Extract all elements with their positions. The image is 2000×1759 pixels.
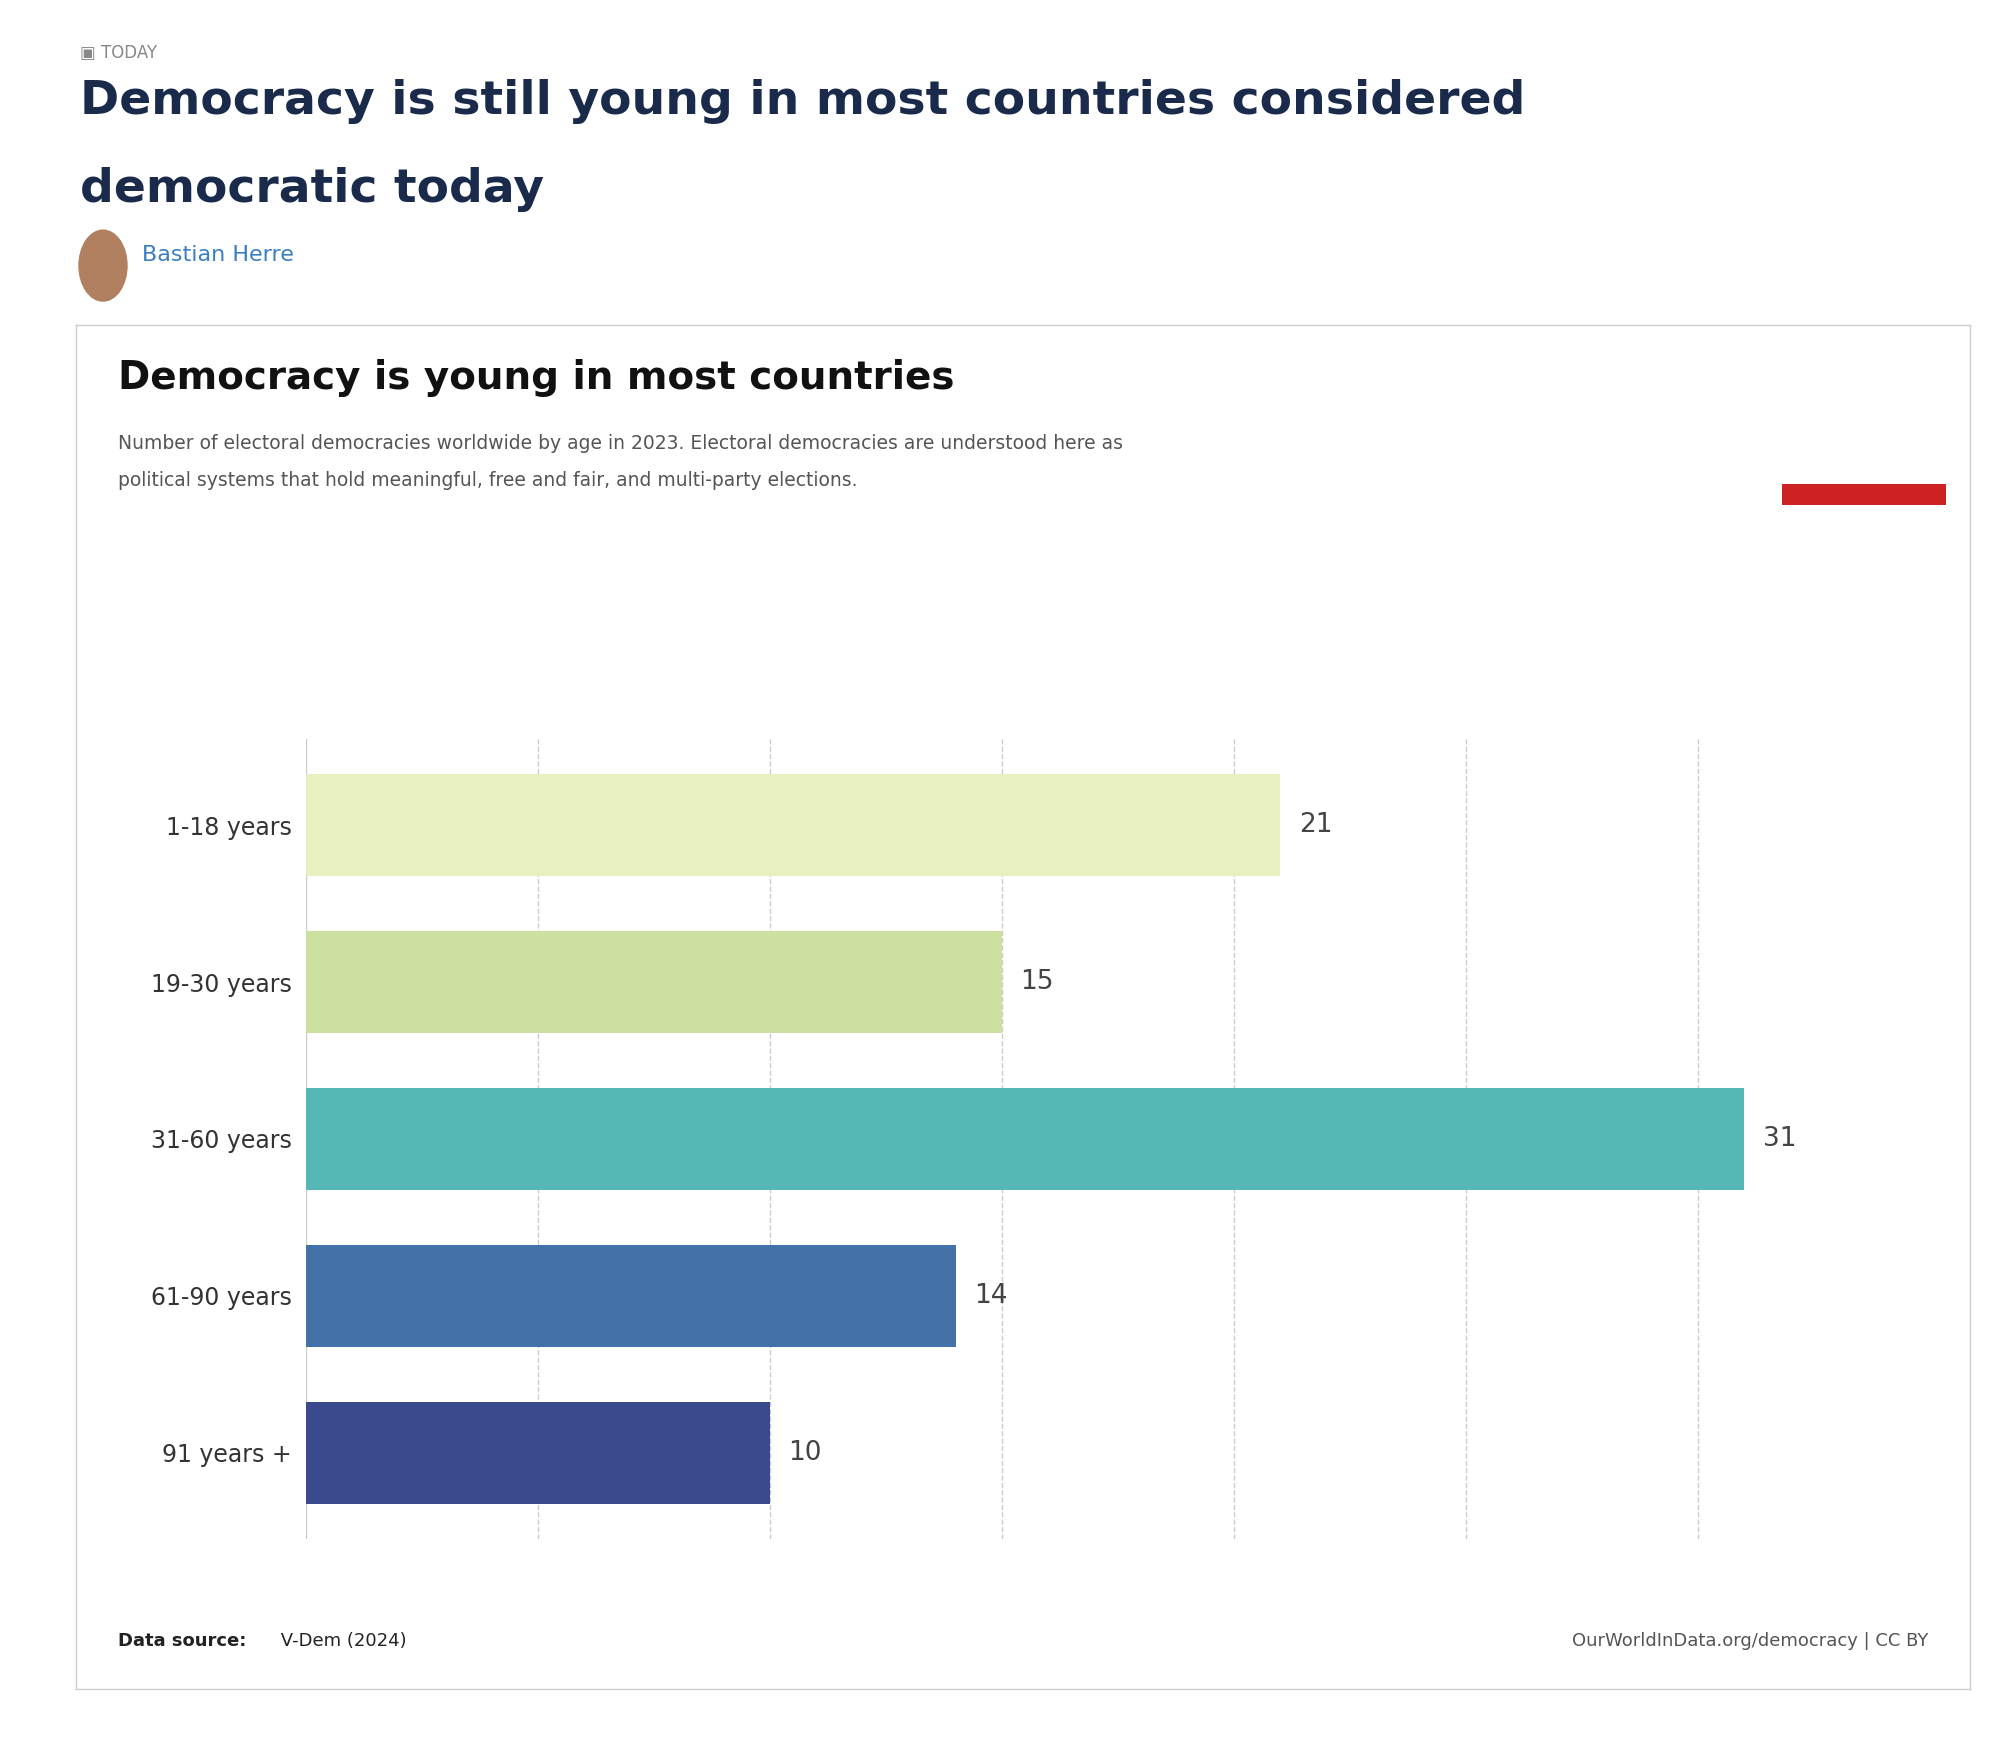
Text: in Data: in Data (1824, 429, 1904, 449)
Text: 31: 31 (1762, 1126, 1796, 1152)
Text: democratic today: democratic today (80, 167, 544, 213)
Bar (1782, 484, 1946, 505)
Text: Democracy is young in most countries: Democracy is young in most countries (118, 359, 954, 398)
Circle shape (80, 230, 128, 301)
Text: V-Dem (2024): V-Dem (2024) (274, 1632, 406, 1650)
Text: ▣ TODAY: ▣ TODAY (80, 44, 158, 62)
Text: OurWorldInData.org/democracy | CC BY: OurWorldInData.org/democracy | CC BY (1572, 1632, 1928, 1650)
Text: Democracy is still young in most countries considered: Democracy is still young in most countri… (80, 79, 1526, 125)
Bar (306, 774, 1280, 876)
Text: 14: 14 (974, 1282, 1008, 1309)
Text: Number of electoral democracies worldwide by age in 2023. Electoral democracies : Number of electoral democracies worldwid… (118, 434, 1122, 454)
Text: Our World: Our World (1808, 382, 1920, 401)
Text: 10: 10 (788, 1441, 822, 1465)
Text: 21: 21 (1298, 813, 1332, 837)
Bar (306, 1402, 770, 1504)
Bar (306, 1245, 956, 1347)
Text: political systems that hold meaningful, free and fair, and multi-party elections: political systems that hold meaningful, … (118, 471, 858, 491)
Bar (306, 1089, 1744, 1189)
Text: Bastian Herre: Bastian Herre (142, 245, 294, 266)
Text: Data source:: Data source: (118, 1632, 246, 1650)
Text: 15: 15 (1020, 969, 1054, 996)
Bar (306, 931, 1002, 1033)
